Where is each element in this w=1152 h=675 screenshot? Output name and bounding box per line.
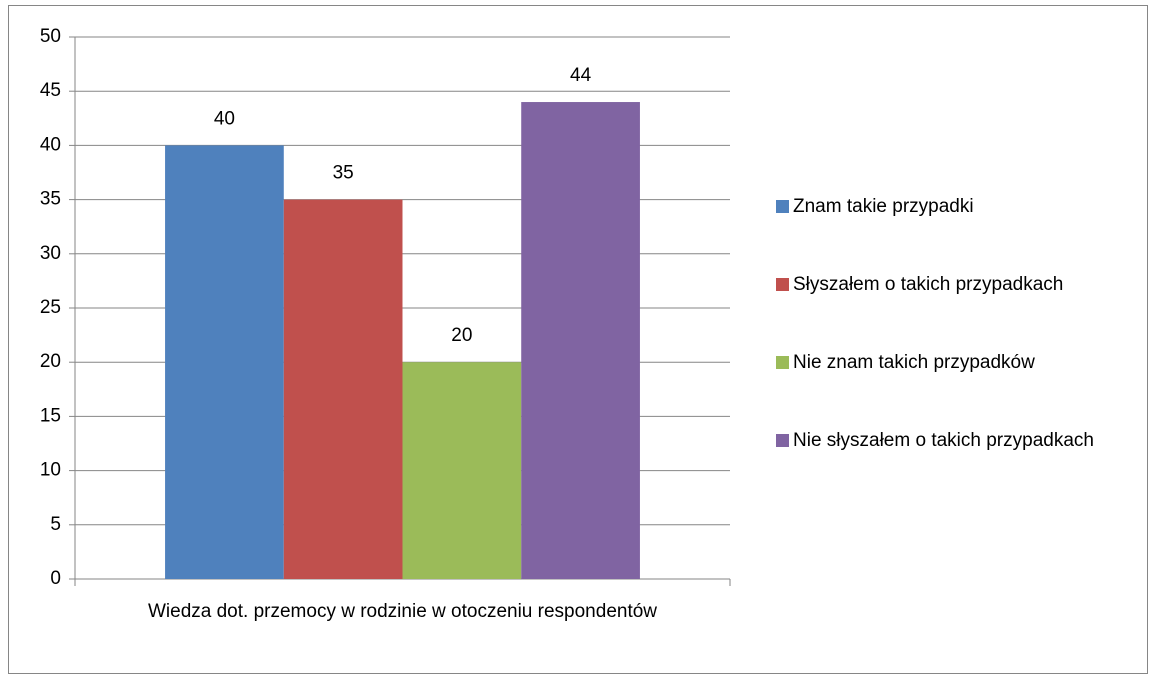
legend-label: Słyszałem o takich przypadkach bbox=[793, 274, 1064, 295]
data-label: 40 bbox=[214, 108, 235, 129]
bar bbox=[521, 102, 640, 579]
bar bbox=[165, 145, 284, 579]
legend-label: Nie słyszałem o takich przypadkach bbox=[793, 430, 1094, 451]
legend-swatch bbox=[776, 278, 789, 291]
y-tick-label: 30 bbox=[40, 243, 61, 264]
bar bbox=[283, 199, 403, 579]
y-tick-label: 25 bbox=[40, 297, 61, 318]
legend-swatch bbox=[776, 434, 789, 447]
y-tick-label: 5 bbox=[50, 514, 61, 535]
y-tick-label: 20 bbox=[40, 351, 61, 372]
legend-label: Nie znam takich przypadków bbox=[793, 352, 1035, 373]
legend-swatch bbox=[776, 356, 789, 369]
data-label: 20 bbox=[451, 325, 472, 346]
chart-frame bbox=[8, 5, 1148, 674]
y-tick-label: 0 bbox=[50, 568, 61, 589]
data-label: 35 bbox=[333, 163, 354, 184]
y-tick-label: 15 bbox=[40, 405, 61, 426]
y-tick-label: 40 bbox=[40, 134, 61, 155]
data-label: 44 bbox=[570, 65, 592, 86]
x-tick-label: Wiedza dot. przemocy w rodzinie w otocze… bbox=[147, 601, 658, 622]
y-tick-label: 45 bbox=[40, 80, 61, 101]
y-tick-label: 50 bbox=[40, 26, 61, 47]
bar bbox=[402, 362, 522, 579]
y-tick-label: 10 bbox=[40, 460, 61, 481]
legend-label: Znam takie przypadki bbox=[793, 196, 974, 217]
y-tick-label: 35 bbox=[40, 189, 61, 210]
legend-swatch bbox=[776, 200, 789, 213]
